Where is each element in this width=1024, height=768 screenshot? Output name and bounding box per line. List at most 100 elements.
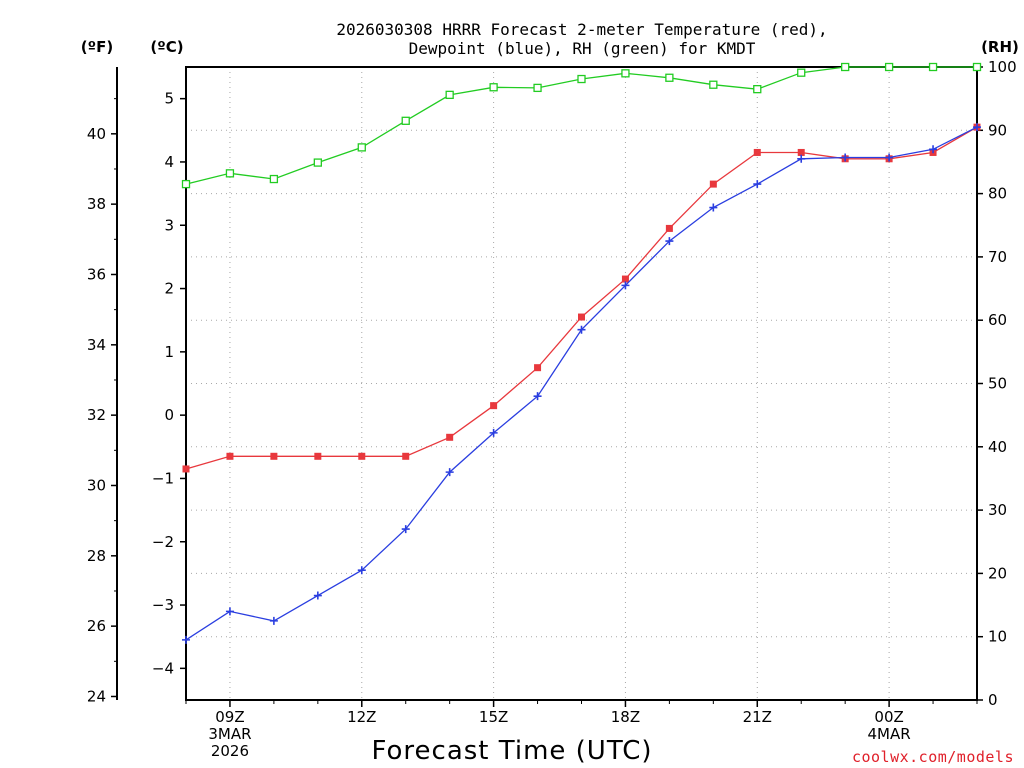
fahrenheit-tick-label: 32 (87, 406, 106, 424)
celsius-tick-label: −1 (152, 469, 174, 487)
celsius-tick-label: −2 (152, 533, 174, 551)
dewpoint-series (182, 123, 981, 644)
rh-point (269, 174, 279, 184)
celsius-tick-label: 4 (164, 153, 174, 171)
rh-unit-label: (RH) (981, 38, 1019, 56)
x-tick-label: 12Z (347, 708, 376, 726)
rh-point (225, 169, 235, 178)
dewpoint-point (621, 281, 630, 290)
fahrenheit-tick-label: 30 (87, 476, 106, 494)
x-tick-label: 3MAR (208, 725, 251, 743)
temperature-point (226, 452, 234, 460)
rh-point (928, 62, 938, 72)
rh-point (401, 116, 410, 125)
x-tick-label: 00Z (874, 708, 903, 726)
rh-point (709, 80, 718, 89)
celsius-tick-label: −3 (152, 596, 174, 614)
dewpoint-point (709, 203, 718, 212)
dewpoint-point (357, 566, 366, 575)
fahrenheit-tick-label: 28 (87, 547, 106, 565)
x-axis-title: Forecast Time (UTC) (371, 736, 652, 766)
rh-point (181, 179, 191, 189)
rh-tick-label: 30 (988, 501, 1007, 519)
temperature-point (182, 465, 190, 473)
dewpoint-point (225, 607, 234, 616)
chart-title-line-2: Dewpoint (blue), RH (green) for KMDT (409, 39, 756, 58)
rh-tick-label: 80 (988, 185, 1007, 203)
rh-point (357, 143, 366, 152)
chart-title-line-1: 2026030308 HRRR Forecast 2-meter Tempera… (336, 20, 827, 39)
celsius-tick-label: −4 (152, 659, 174, 677)
rh-point (313, 158, 322, 167)
temperature-point (314, 452, 322, 460)
dewpoint-point (973, 123, 981, 132)
temperature-point (490, 402, 498, 410)
dewpoint-point (665, 237, 674, 246)
dewpoint-point (313, 591, 322, 600)
axes: 242628303234363840−4−3−2−101234501020304… (87, 58, 1017, 760)
x-tick-label: 2026 (211, 742, 249, 760)
dewpoint-point (182, 635, 190, 644)
temperature-point (402, 452, 410, 460)
temperature-point (534, 364, 542, 372)
celsius-tick-label: 1 (164, 343, 174, 361)
credit-text: coolwx.com/models (852, 748, 1014, 766)
data-series (181, 62, 982, 644)
rh-point (621, 69, 630, 78)
x-tick-label: 15Z (479, 708, 508, 726)
temperature-point (621, 275, 629, 283)
rh-tick-label: 0 (988, 691, 998, 709)
temperature-point (709, 180, 717, 188)
fahrenheit-unit-label: (ºF) (81, 38, 113, 56)
rh-tick-label: 70 (988, 248, 1007, 266)
celsius-tick-label: 2 (164, 280, 174, 298)
celsius-tick-label: 5 (164, 90, 174, 108)
rh-tick-label: 40 (988, 438, 1007, 456)
dewpoint-point (489, 428, 498, 437)
temperature-point (578, 313, 585, 321)
fahrenheit-tick-label: 40 (87, 125, 106, 143)
celsius-unit-label: (ºC) (150, 38, 183, 56)
fahrenheit-tick-label: 34 (87, 336, 106, 354)
dewpoint-point (445, 468, 454, 477)
fahrenheit-tick-label: 26 (87, 617, 106, 635)
dewpoint-point (797, 154, 806, 163)
rh-tick-label: 10 (988, 628, 1007, 646)
x-tick-label: 09Z (215, 708, 244, 726)
rh-point (972, 62, 982, 72)
rh-point (577, 74, 586, 84)
rh-tick-label: 20 (988, 564, 1007, 582)
rh-line (185, 66, 977, 185)
dewpoint-point (269, 616, 278, 625)
x-tick-label: 21Z (743, 708, 772, 726)
celsius-tick-label: 0 (164, 406, 174, 424)
celsius-tick-label: 3 (164, 216, 174, 234)
rh-tick-label: 90 (988, 121, 1007, 139)
temperature-point (753, 148, 761, 156)
dewpoint-point (533, 392, 542, 401)
dewpoint-point (577, 325, 586, 334)
rh-point (665, 73, 674, 82)
dewpoint-point (401, 525, 410, 534)
grid-lines (186, 67, 977, 700)
rh-point (753, 85, 762, 94)
dewpoint-point (841, 153, 850, 162)
temperature-point (270, 452, 278, 460)
temperature-point (665, 224, 673, 232)
fahrenheit-tick-label: 36 (87, 265, 106, 283)
rh-series (181, 62, 982, 189)
rh-tick-label: 50 (988, 375, 1007, 393)
rh-point (533, 83, 542, 93)
dewpoint-point (753, 180, 762, 189)
rh-point (884, 62, 894, 72)
rh-point (489, 83, 498, 92)
temperature-point (797, 148, 805, 156)
temperature-point (358, 452, 366, 460)
dewpoint-point (885, 153, 894, 162)
temperature-series (182, 123, 981, 473)
x-tick-label: 4MAR (868, 725, 911, 743)
dewpoint-point (929, 145, 938, 154)
x-tick-label: 18Z (611, 708, 640, 726)
temperature-line (185, 126, 978, 470)
